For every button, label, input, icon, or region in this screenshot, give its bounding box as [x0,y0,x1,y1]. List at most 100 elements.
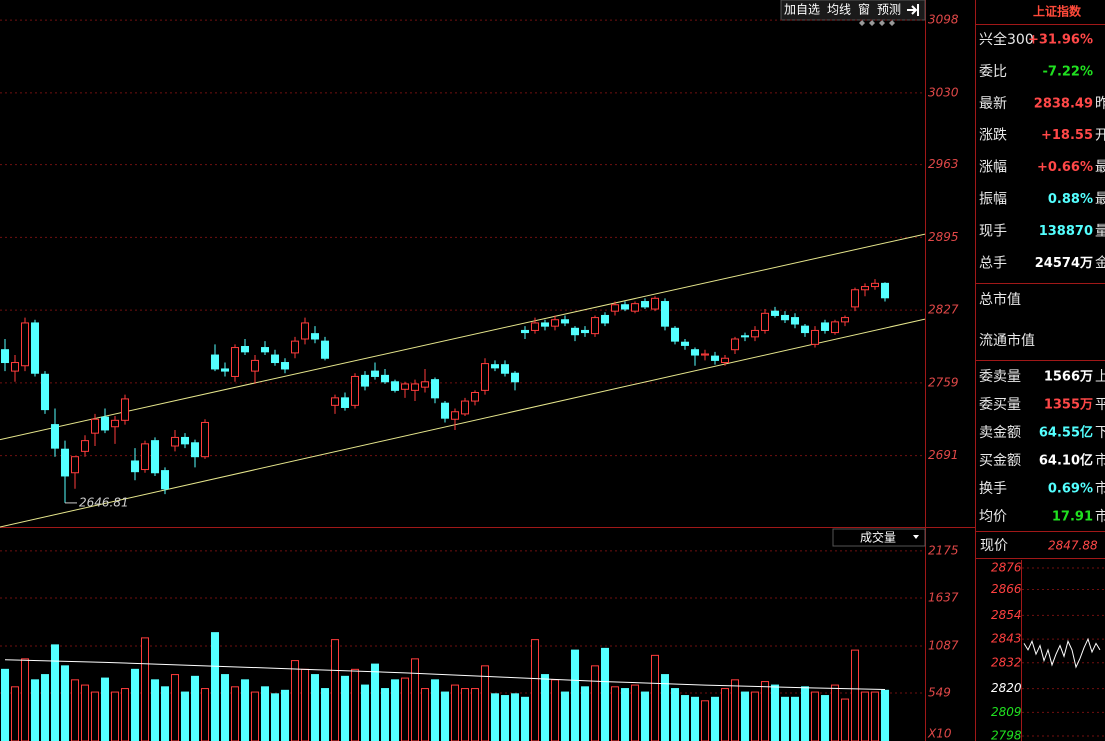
toolbar-button[interactable]: 加自选 [784,3,820,17]
toolbar-button[interactable]: 窗 [858,3,870,17]
quote-label: 涨跌 [979,128,1007,144]
volume-bar [411,658,419,741]
candle-body [21,322,29,367]
volume-bar [601,647,609,741]
candle-body [471,391,479,402]
volume-bar [611,686,619,741]
quote-value: +0.66% [1037,160,1093,175]
candle-body [741,335,749,338]
candle-body [421,381,429,388]
volume-bar [781,696,789,741]
candle-body [441,402,449,419]
volume-bar [351,668,359,741]
volume-bar [591,665,599,741]
candle-body [651,297,659,310]
volume-bar [131,668,139,741]
volume-bar [91,691,99,741]
indicator-name[interactable]: 成交量 [860,530,896,545]
candle-body [201,421,209,458]
y-tick-label: 549 [928,686,951,700]
volume-bar [701,700,709,741]
volume-bar [671,688,679,741]
dropdown-arrow[interactable] [913,535,919,539]
candle-body [271,354,279,364]
quote-value: 24574万 [1035,256,1093,271]
volume-bar [721,688,729,741]
toolbar [780,0,926,21]
candle-body [291,340,299,354]
candle-body [411,383,419,391]
candle-body [341,397,349,408]
volume-bar [511,693,519,741]
volume-bar [881,689,889,741]
quote-label: 委卖量 [979,369,1021,385]
candle-body [491,364,499,369]
volume-bar [551,679,559,741]
indicator-selector[interactable] [832,528,926,547]
volume-bar [331,639,339,741]
volume-bar [121,688,129,741]
volume-bar [371,663,379,741]
candle-body [111,419,119,428]
candle-body [321,340,329,359]
candle-body [601,314,609,324]
volume-bar [101,677,109,741]
volume-bar [471,688,479,741]
candle-body [161,470,169,490]
volume-bar [391,679,399,741]
candle-body [721,357,729,364]
candle-body [561,319,569,324]
volume-bar [571,649,579,741]
candle-body [41,373,49,411]
volume-bar [111,691,119,741]
candle-body [211,354,219,370]
y-tick-label: 2866 [991,582,1022,596]
candle-body [141,443,149,471]
volume-bar [821,695,829,741]
volume-bar [761,681,769,741]
candle-body [631,303,639,312]
volume-bar [161,686,169,741]
exit-icon[interactable] [907,4,919,16]
y-tick-label: 2175 [928,543,959,557]
volume-bar [631,684,639,741]
candle-body [781,314,789,321]
price-label: 现价 [980,538,1008,554]
candle-body [801,325,809,334]
candle-body [871,282,879,288]
toolbar-button[interactable]: 均线 [827,3,851,17]
volume-bar [181,691,189,741]
quote-label: 换手 [979,480,1007,497]
volume-bar [21,658,29,741]
candle-body [151,440,159,474]
candle-body [541,322,549,327]
quote-label: 涨幅 [979,160,1007,176]
candle-body [571,327,579,336]
candle-body [881,282,889,299]
candle-body [31,322,39,374]
quote-value: 0.69% [1048,482,1093,497]
candle-body [691,349,699,356]
volume-bar [341,675,349,741]
candle-body [261,347,269,353]
volume-bar [151,679,159,741]
candle-body [511,372,519,383]
quote-label: 均价 [979,509,1007,525]
candle-body [821,322,829,331]
y-tick-label: 3030 [928,85,959,99]
candle-body [481,363,489,391]
quote-value: -7.22% [1043,64,1094,79]
y-tick-label: 2854 [991,608,1022,622]
candle-body [11,362,19,372]
volume-bar [771,684,779,741]
toolbar-button[interactable]: 预测 [877,3,901,17]
y-tick-label: 2820 [991,681,1022,695]
volume-bar [401,677,409,741]
volume-bar [1,668,9,741]
quote-value: 1355万 [1044,398,1093,413]
volume-bar [71,679,79,741]
candle-body [191,442,199,458]
candle-body [831,321,839,334]
